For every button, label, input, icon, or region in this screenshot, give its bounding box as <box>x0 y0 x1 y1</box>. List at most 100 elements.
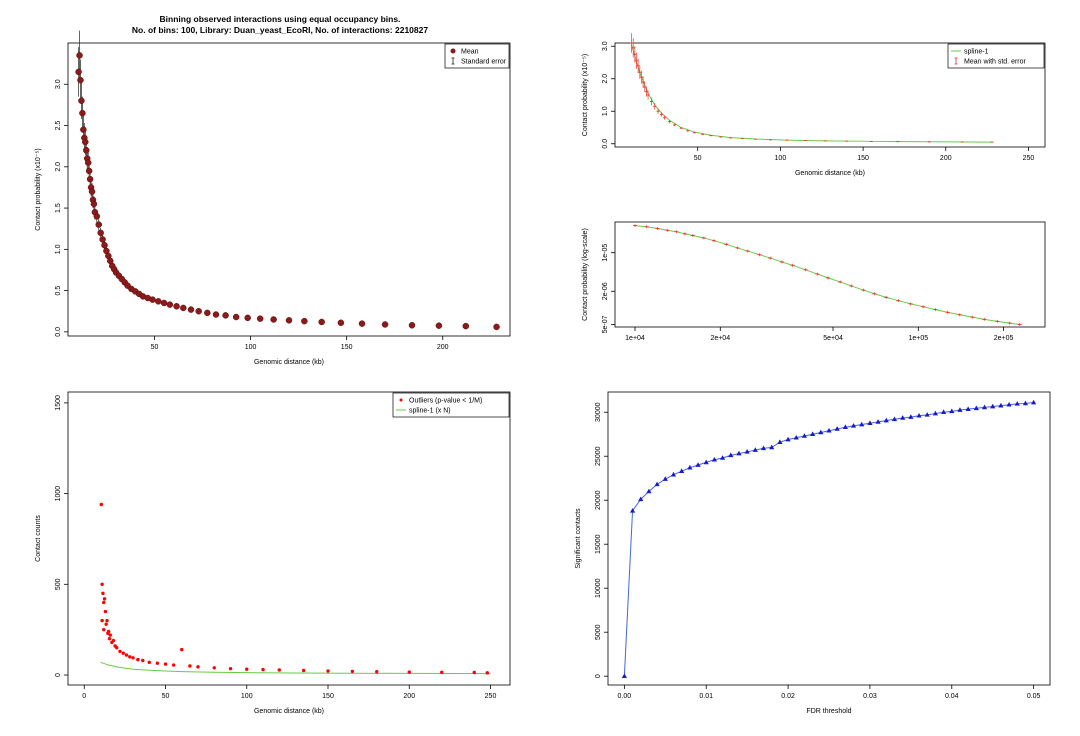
legend-label: spline-1 (x N) <box>409 408 451 415</box>
binned-means-y-tick-label: 0.0 <box>55 327 62 337</box>
spline-log-y-axis-label: Contact probability (log-scale) <box>582 228 589 321</box>
contact-counts-y-axis-label: Contact counts <box>35 515 42 562</box>
spline-fit-x-axis-label: Genomic distance (kb) <box>795 170 865 177</box>
fdr-point <box>940 409 947 415</box>
outlier-point <box>102 600 106 605</box>
binned-means-legend <box>444 43 510 69</box>
mean-point <box>84 159 92 166</box>
legend-key-point <box>399 398 403 402</box>
mean-point <box>80 126 87 133</box>
binned-means-x-tick-label: 50 <box>151 344 159 351</box>
mean-point <box>212 311 220 318</box>
fdr-curve-x-tick-label: 0.03 <box>863 693 877 700</box>
spline-fit-panel: 50 100 150 200 250 0.0 1.0 2.0 3.0 Genomic distan… <box>582 33 1046 177</box>
binned-means-y-tick-label: 3.0 <box>55 79 62 89</box>
spline-fit-x-tick-label: 50 <box>694 155 702 162</box>
spline-log-plot-frame <box>614 221 1046 328</box>
mean-point <box>173 303 180 310</box>
fdr-point <box>695 462 701 467</box>
fdr-point <box>1006 401 1012 407</box>
outlier-point <box>180 647 184 652</box>
fdr-point <box>875 419 881 424</box>
spline-log-panel: 1e+04 2e+04 5e+04 1e+05 2e+05 5e-07 2e-06 1e-05… <box>582 221 1046 342</box>
binned-means-panel: 50 100 150 200 0.0 0.5 1.0 1.5 2.0 2.5 3.0 Genomic … <box>35 30 511 366</box>
spline-fit-y-tick-label: 0.0 <box>602 139 609 149</box>
mean-point <box>155 298 162 305</box>
mean-point <box>180 304 187 312</box>
spline-fit-y-tick-label: 2.0 <box>602 74 609 84</box>
fdr-point <box>932 410 939 416</box>
fdr-point <box>711 456 718 462</box>
fdr-curve-x-tick-label: 0.04 <box>945 693 959 700</box>
mean-point <box>97 229 104 237</box>
outlier-point <box>99 502 104 507</box>
spline-log-y-tick-label: 5e-07 <box>602 315 609 333</box>
outlier-point <box>196 665 200 669</box>
fdr-curve-y-tick-label: 25000 <box>595 446 602 466</box>
fdr-curve-y-axis-label: Significant contacts <box>575 508 582 569</box>
mean-point <box>358 320 366 327</box>
outlier-point <box>103 609 108 614</box>
contact-counts-y-tick-label: 1000 <box>55 486 62 502</box>
fdr-point <box>728 452 734 458</box>
outlier-point <box>102 627 106 632</box>
binned-means-y-tick-label: 1.0 <box>55 244 62 254</box>
fdr-point <box>990 403 996 409</box>
spline-fit-y-tick-label: 3.0 <box>602 41 609 51</box>
fdr-curve-x-axis-label: FDR threshold <box>806 708 851 715</box>
outlier-point <box>326 669 330 673</box>
legend-label: spline-1 <box>964 49 989 56</box>
mean-point <box>381 321 389 328</box>
outlier-point <box>277 668 281 672</box>
contact-counts-y-tick-label: 0 <box>55 673 62 677</box>
outlier-point <box>108 633 112 637</box>
fdr-point <box>646 488 652 494</box>
fdr-curve-y-tick-label: 15000 <box>595 534 602 554</box>
fdr-curve-panel: 0.00 0.01 0.02 0.03 0.04 0.05 0 5000 10000 15000 2… <box>575 391 1051 715</box>
outlier-point <box>188 664 192 668</box>
fdr-point <box>679 468 685 473</box>
outlier-point <box>301 668 306 673</box>
fdr-point <box>662 476 668 481</box>
fdr-point <box>785 436 791 442</box>
outlier-point <box>472 670 476 675</box>
mean-point <box>76 52 83 59</box>
mean-point <box>337 319 345 327</box>
mean-point <box>160 299 168 307</box>
mean-point <box>232 313 240 321</box>
fdr-point <box>1014 401 1020 406</box>
outlier-point <box>245 667 249 671</box>
outlier-point <box>101 591 105 596</box>
mean-point <box>78 97 85 105</box>
fdr-point <box>670 471 677 477</box>
fdr-point <box>777 439 783 444</box>
fdr-point <box>924 412 930 417</box>
outlier-point <box>100 618 104 623</box>
fdr-point <box>760 445 767 451</box>
fdr-curve-y-tick-label: 10000 <box>595 578 602 598</box>
figure-title-line-2: No. of bins: 100, Library: Duan_yeast_Ec… <box>131 25 429 35</box>
binned-means-y-tick-label: 0.5 <box>55 286 62 296</box>
contact-counts-x-tick-label: 50 <box>162 693 170 700</box>
fdr-curve-y-tick-label: 20000 <box>595 490 602 510</box>
outlier-point <box>105 618 109 623</box>
binned-means-x-tick-label: 100 <box>245 344 257 351</box>
spline-fit-x-tick-label: 250 <box>1023 155 1035 162</box>
fdr-point <box>842 424 848 429</box>
binned-means-y-tick-label: 1.5 <box>55 203 62 213</box>
contact-counts-y-tick-label: 500 <box>55 578 62 590</box>
mean-point <box>301 317 308 325</box>
fdr-point <box>654 481 660 487</box>
fdr-point <box>916 412 922 418</box>
outlier-point <box>212 666 216 670</box>
mean-point <box>85 167 93 175</box>
fdr-point <box>744 449 750 454</box>
binned-means-y-tick-label: 2.5 <box>55 121 62 131</box>
legend-label: Mean <box>461 49 479 56</box>
fdr-point <box>850 423 857 428</box>
outlier-point <box>100 582 104 587</box>
fdr-point <box>687 464 693 470</box>
contact-counts-legend <box>392 392 510 418</box>
mean-point <box>90 200 98 208</box>
